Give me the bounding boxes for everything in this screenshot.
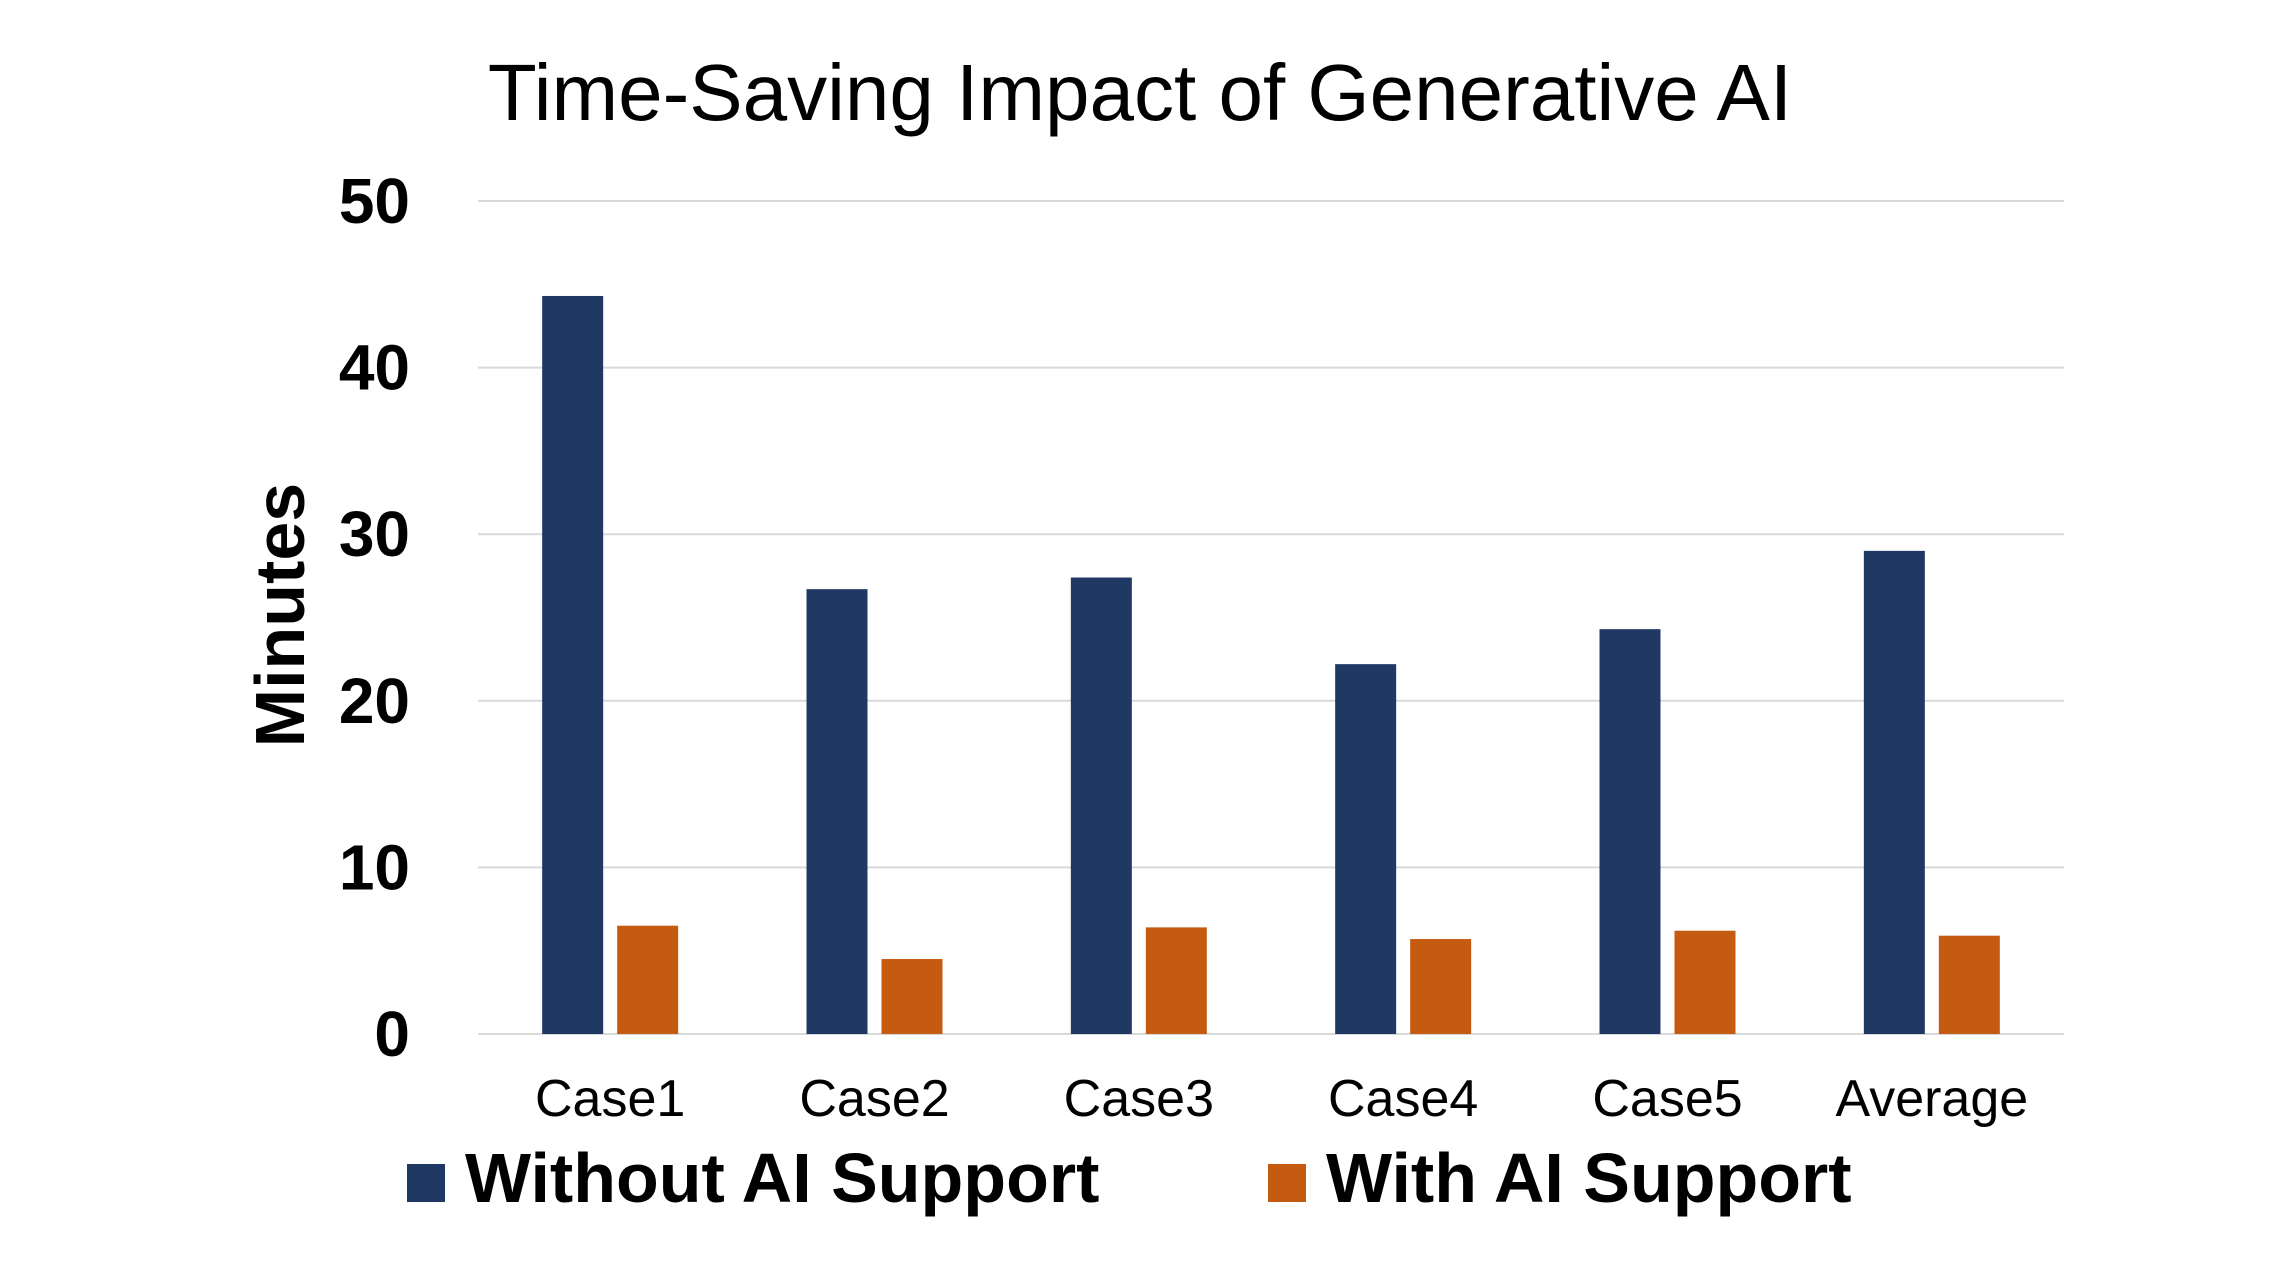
y-tick-label: 0 [374,998,410,1070]
bar [881,959,943,1034]
y-axis-label: Minutes [241,483,319,747]
x-tick-labels: Case1 Case2 Case3 Case4 Case5 Average [535,1070,2028,1128]
bar [1674,930,1736,1034]
bar [542,295,604,1034]
x-tick-label: Case2 [799,1070,949,1128]
y-tick-label: 40 [339,332,410,404]
x-tick-label: Average [1835,1070,2028,1128]
bar [1599,629,1661,1034]
x-tick-label: Case4 [1328,1070,1478,1128]
chart-title: Time-Saving Impact of Generative AI [488,48,1792,137]
bar [1938,935,2000,1034]
bar [806,589,868,1034]
bar [1410,939,1472,1034]
x-tick-label: Case1 [535,1070,685,1128]
legend-label: Without AI Support [465,1139,1099,1217]
y-tick-label: 50 [339,165,410,237]
legend-swatch [1268,1164,1306,1202]
bar [1863,550,1925,1034]
y-tick-label: 10 [339,831,410,903]
x-tick-label: Case3 [1064,1070,1214,1128]
legend-label: With AI Support [1326,1139,1852,1217]
y-tick-labels: 0 10 20 30 40 50 [339,165,410,1070]
legend-swatch [407,1164,445,1202]
bar [617,925,679,1034]
gridlines [478,200,2064,1035]
x-tick-label: Case5 [1592,1070,1742,1128]
y-tick-label: 30 [339,498,410,570]
bar [1145,927,1207,1034]
y-tick-label: 20 [339,665,410,737]
legend: Without AI Support With AI Support [407,1139,1852,1217]
bar [1335,664,1397,1034]
bar [1070,577,1132,1034]
bars [542,295,2000,1034]
